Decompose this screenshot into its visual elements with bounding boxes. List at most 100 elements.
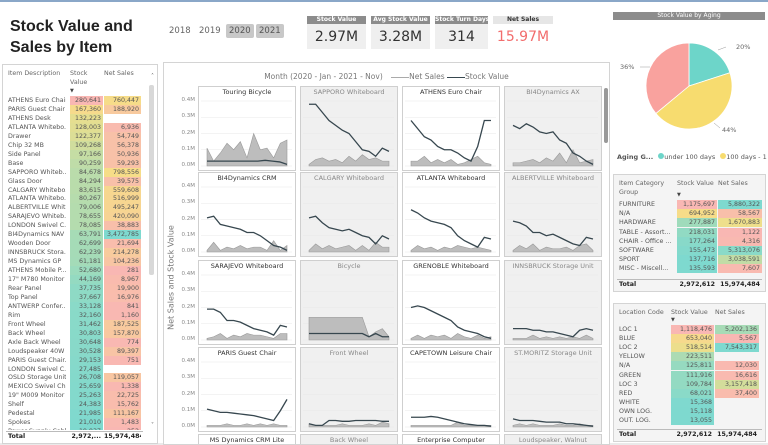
table-row[interactable]: GREEN 111,916 16,616 [617, 370, 762, 380]
sort-desc-icon[interactable]: ▼ [677, 192, 681, 198]
table-row[interactable]: PARIS Guest Chair... 29,153 751 [6, 355, 143, 365]
header-net-sales[interactable]: Net Sales [715, 309, 745, 316]
table-row[interactable]: OWN LOG. 15,118 [617, 406, 762, 416]
table-row[interactable]: Top Panel 37,667 16,976 [6, 292, 143, 302]
small-multiple-panel[interactable]: SAPPORO Whiteboard [300, 86, 398, 171]
table-row[interactable]: MEXICO Swivel Ch... 25,659 1,338 [6, 382, 143, 392]
pie-slice[interactable] [688, 42, 731, 87]
small-multiple-panel[interactable]: ATLANTA Whiteboard [402, 172, 500, 257]
table-row[interactable]: 19" M009 Monitor 25,263 22,725 [6, 391, 143, 401]
small-multiple-panel[interactable]: ATHENS Euro Chair [402, 86, 500, 171]
table-row[interactable]: Back Wheel 30,803 157,870 [6, 328, 143, 338]
table-row[interactable]: LOC 1 1,118,476 5,202,136 [617, 325, 762, 334]
table-row[interactable]: Loudspeaker 40W 30,528 89,397 [6, 346, 143, 356]
table-row[interactable]: OUT. LOG. 13,055 [617, 416, 762, 425]
header-stock-value[interactable]: Stock Value [677, 180, 714, 187]
header-stock-value[interactable]: Stock Value [70, 70, 88, 86]
table-row[interactable]: Power Supply Cable 19,937252 [6, 427, 143, 430]
table-row[interactable]: INNSBRUCK Stora... 62,239 214,278 [6, 248, 143, 258]
table-row[interactable]: LONDON Swivel C... 27,485 [6, 364, 143, 374]
small-multiple-panel[interactable]: Loudspeaker, Walnut [504, 434, 602, 444]
table-row[interactable]: Drawer 122,377 54,749 [6, 131, 143, 141]
table-row[interactable]: OSLO Storage Unit 26,708 119,057 [6, 373, 143, 383]
header-stock-value[interactable]: Stock Value [671, 309, 708, 316]
table-row[interactable]: LONDON Swivel C... 78,085 38,883 [6, 221, 143, 231]
table-row[interactable]: Pedestal 21,985 111,167 [6, 409, 143, 419]
table-row[interactable]: YELLOW 223,511 [617, 352, 762, 362]
table-row[interactable]: ALBERTVILLE Whit... 79,006 495,247 [6, 203, 143, 213]
table-row[interactable]: Rear Panel 37,735 19,900 [6, 283, 143, 293]
table-row[interactable]: WHITE 15,368 [617, 397, 762, 407]
legend-stock-value[interactable]: Stock Value [465, 72, 509, 81]
pie-slice[interactable] [655, 72, 733, 130]
pie-slice[interactable] [645, 42, 690, 114]
year-2021[interactable]: 2021 [256, 24, 284, 38]
small-multiple-panel[interactable]: SARAJEVO Whiteboard [198, 260, 296, 345]
table-row[interactable]: SAPPORO Whiteb... 84,678 798,556 [6, 167, 143, 177]
table-row[interactable]: ANTWERP Confer... 33,128 841 [6, 301, 143, 311]
header-item-description[interactable]: Item Description [8, 70, 61, 77]
small-multiple-panel[interactable]: CALGARY Whiteboard [300, 172, 398, 257]
header-net-sales[interactable]: Net Sales [718, 180, 748, 187]
sort-desc-icon[interactable]: ▼ [70, 88, 74, 94]
table-scrollbar[interactable] [149, 85, 154, 275]
table-row[interactable]: LOC 3 109,784 3,157,418 [617, 379, 762, 389]
table-row[interactable]: TABLE - Assort... 218,031 1,122 [617, 227, 762, 237]
table-row[interactable]: ATHENS Euro Chair 280,641 760,447 [6, 96, 143, 105]
small-multiple-panel[interactable]: PARIS Guest Chair [198, 347, 296, 432]
legend-100-days[interactable]: 100 days - 1 ... [726, 153, 768, 161]
chart-scrollbar[interactable] [604, 88, 608, 143]
table-row[interactable]: ATLANTA Whitebo... 128,003 6,936 [6, 122, 143, 132]
year-2019[interactable]: 2019 [199, 26, 221, 36]
legend-net-sales[interactable]: Net Sales [409, 72, 445, 81]
table-row[interactable]: FURNITURE 1,175,697 5,880,322 [617, 200, 762, 209]
small-multiple-panel[interactable]: Touring Bicycle [198, 86, 296, 171]
table-row[interactable]: Chip 32 MB 109,268 56,378 [6, 140, 143, 150]
header-net-sales[interactable]: Net Sales [104, 70, 134, 77]
header-item-category-group[interactable]: Item Category Group [619, 180, 665, 196]
table-row[interactable]: Side Panel 97,166 50,936 [6, 149, 143, 159]
table-row[interactable]: Glass Door 84,294 39,575 [6, 176, 143, 186]
small-multiple-panel[interactable]: Front Wheel [300, 347, 398, 432]
small-multiple-panel[interactable]: BI4Dynamics CRM [198, 172, 296, 257]
table-row[interactable]: RED 68,021 37,400 [617, 388, 762, 398]
table-row[interactable]: Front Wheel 31,462 187,525 [6, 319, 143, 329]
small-multiple-panel[interactable]: ST.MORITZ Storage Unit [504, 347, 602, 432]
table-row[interactable]: BLUE 653,040 5,567 [617, 334, 762, 344]
table-row[interactable]: Wooden Door 62,699 21,694 [6, 239, 143, 249]
scroll-up-icon[interactable]: ˄ [151, 73, 154, 80]
scroll-down-icon[interactable]: ˅ [151, 422, 154, 429]
small-multiple-panel[interactable]: BI4Dynamics AX [504, 86, 602, 171]
small-multiple-panel[interactable]: GRENOBLE Whiteboard [402, 260, 500, 345]
table-row[interactable]: LOC 2 518,514 7,543,317 [617, 343, 762, 353]
table-row[interactable]: CHAIR - Office ... 177,264 4,316 [617, 236, 762, 246]
table-row[interactable]: BI4Dynamics NAV 63,791 3,472,785 [6, 230, 143, 240]
small-multiple-panel[interactable]: ALBERTVILLE Whiteboard [504, 172, 602, 257]
table-row[interactable]: N/A 125,811 12,030 [617, 361, 762, 371]
small-multiple-panel[interactable]: Back Wheel [300, 434, 398, 444]
table-row[interactable]: Base 90,259 59,293 [6, 158, 143, 168]
year-2018[interactable]: 2018 [169, 26, 191, 36]
table-row[interactable]: ATHENS Desk 132,223 [6, 113, 143, 123]
table-row[interactable]: 17" M780 Monitor T 44,169 8,967 [6, 275, 143, 284]
header-location-code[interactable]: Location Code [619, 309, 664, 316]
small-multiple-panel[interactable]: CAPETOWN Leisure Chair [402, 347, 500, 432]
table-row[interactable]: ATHENS Mobile P... 52,680 281 [6, 266, 143, 276]
table-row[interactable]: SOFTWARE 155,473 5,313,076 [617, 246, 762, 255]
table-row[interactable]: HARDWARE 277,887 1,670,883 [617, 218, 762, 228]
legend-under-100[interactable]: under 100 days [664, 153, 716, 161]
table-row[interactable]: SARAJEVO Whiteb... 78,655 420,090 [6, 212, 143, 222]
year-2020[interactable]: 2020 [226, 24, 254, 38]
small-multiple-panel[interactable]: Bicycle [300, 260, 398, 345]
table-row[interactable]: CALGARY Whitebo... 83,615 559,608 [6, 185, 143, 195]
small-multiple-panel[interactable]: Enterprise Computer [402, 434, 500, 444]
small-multiple-panel[interactable]: INNSBRUCK Storage Unit [504, 260, 602, 345]
table-row[interactable]: Shelf 24,383 15,762 [6, 400, 143, 410]
table-row[interactable]: PARIS Guest Chair 167,360 188,920 [6, 104, 143, 114]
table-row[interactable]: Spokes 21,010 1,483 [6, 418, 143, 428]
table-row[interactable]: MISC - Miscell... 135,593 7,607 [617, 264, 762, 274]
table-row[interactable]: ATLANTA Whitebo... 80,267 516,999 [6, 194, 143, 204]
sort-desc-icon[interactable]: ▼ [671, 317, 675, 323]
table-row[interactable]: Axle Back Wheel 30,648 774 [6, 337, 143, 347]
table-row[interactable]: N/A 694,952 58,567 [617, 209, 762, 219]
